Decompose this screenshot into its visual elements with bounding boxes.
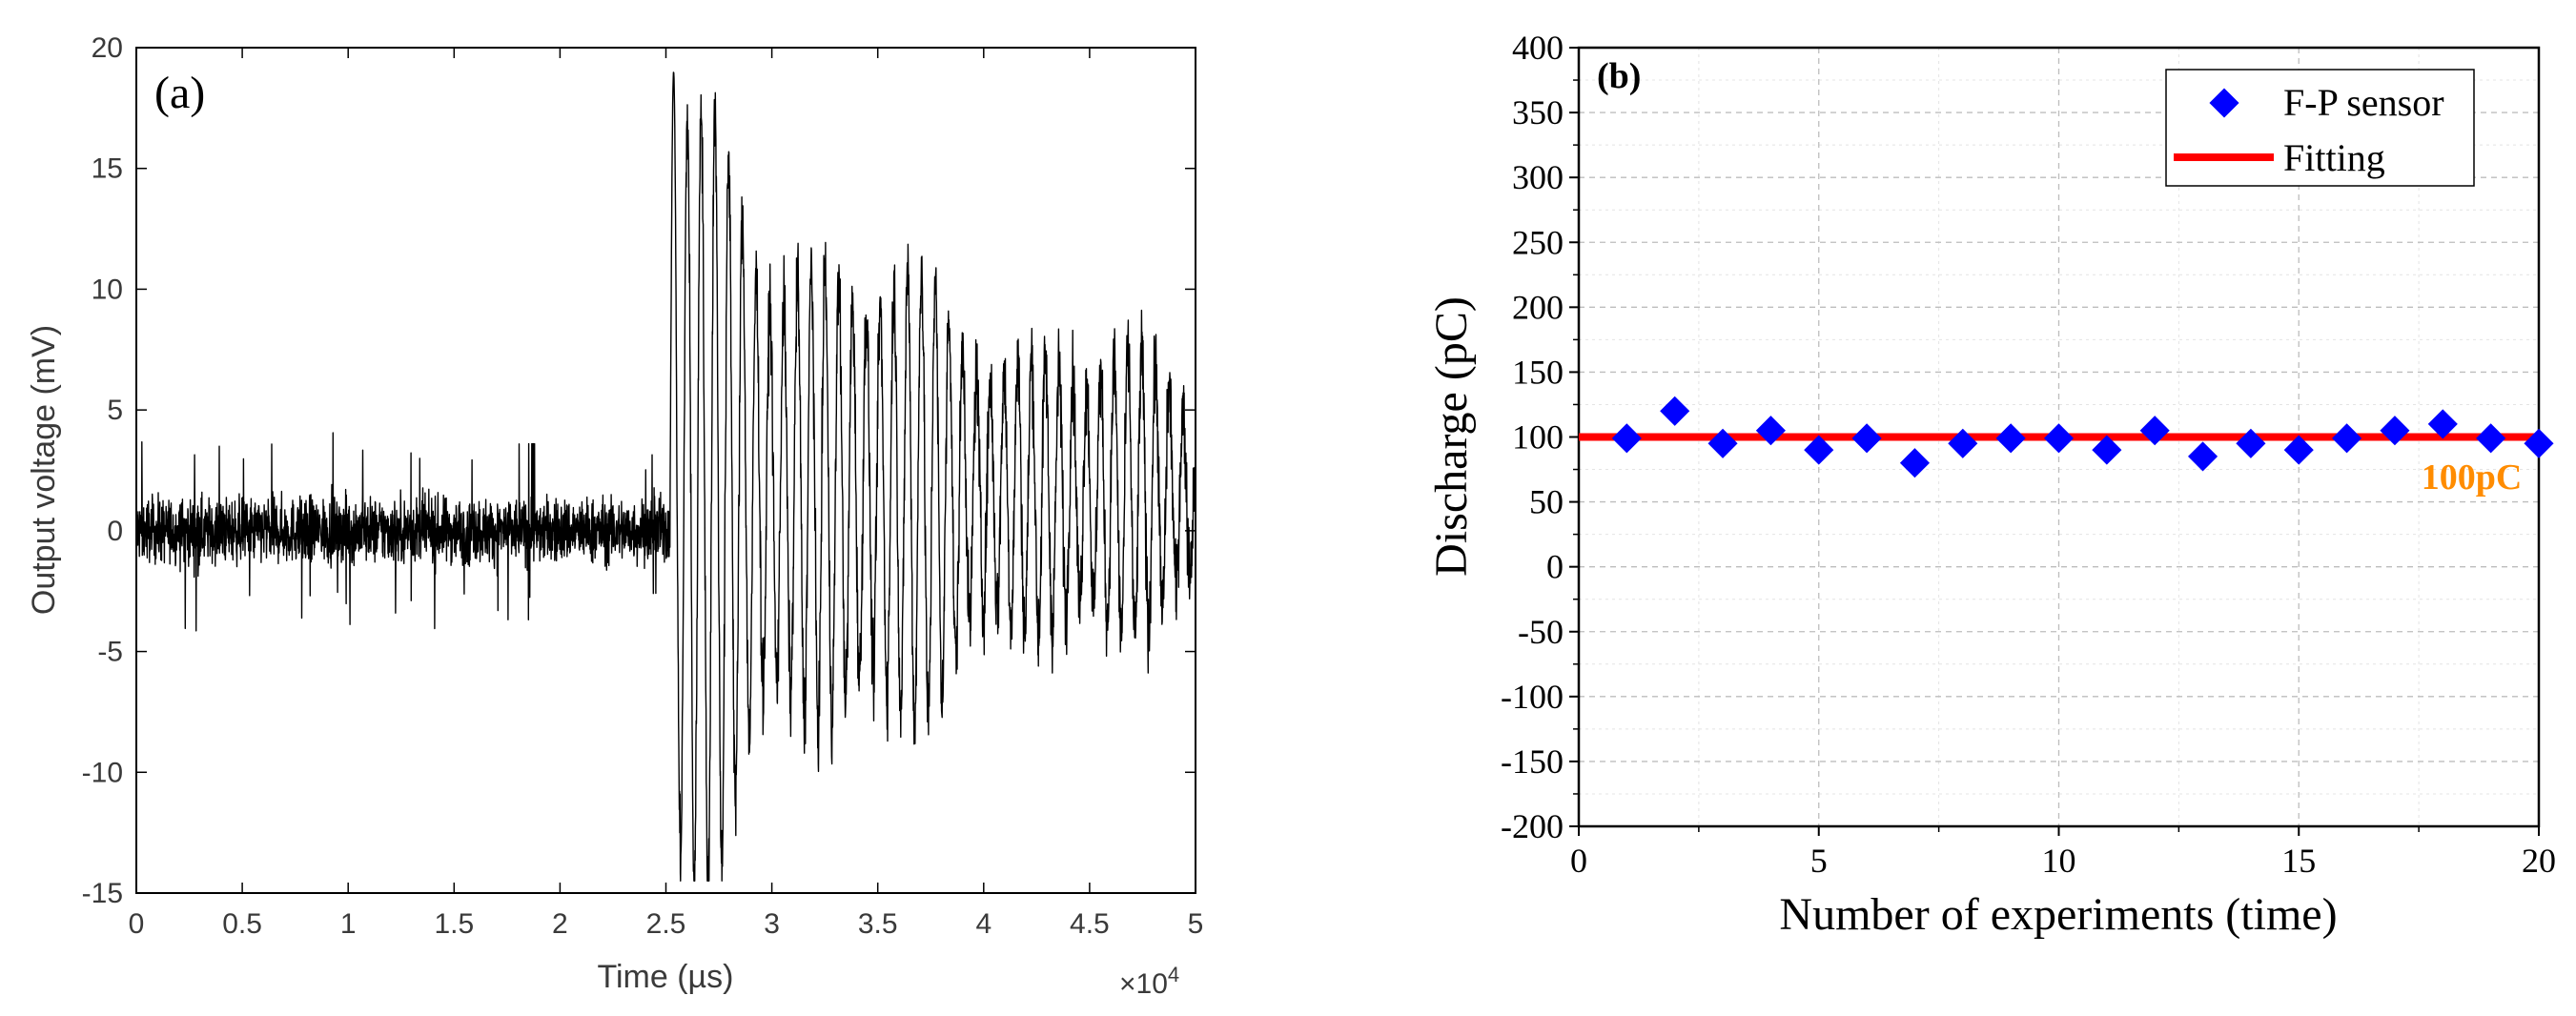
- chart-a-y-axis-label: Output voltage (mV): [26, 325, 62, 615]
- chart-b-data-point: [2332, 423, 2362, 454]
- chart-b-xtick-label: 20: [2522, 842, 2556, 880]
- chart-b-y-axis-label: Discharge (pC): [1426, 296, 1477, 577]
- chart-a-xtick-label: 1.5: [434, 908, 474, 940]
- chart-a-xtick-label: 3.5: [858, 908, 898, 940]
- chart-a-ytick-label: -5: [97, 637, 123, 668]
- chart-b-ytick-label: 0: [1546, 548, 1564, 586]
- chart-a-ytick-label: -10: [82, 757, 123, 788]
- chart-b-ytick-label: -50: [1518, 613, 1564, 651]
- chart-b-ytick-label: 50: [1529, 483, 1564, 521]
- chart-b-ytick-label: 300: [1512, 158, 1564, 196]
- chart-a: 0 0.5 1 1.5 2 2.5 3 3.5 4 4.5 5 -15 -10 -5 0 5 10 15 20 (a…: [26, 32, 1203, 1000]
- chart-b-panel-label: (b): [1597, 56, 1641, 96]
- legend-box: [2165, 69, 2475, 187]
- chart-a-xtick-label: 2.5: [646, 908, 686, 940]
- chart-a-xtick-label: 5: [1188, 908, 1204, 940]
- chart-a-x-multiplier: ×104: [1119, 963, 1179, 1000]
- chart-a-ytick-label: 0: [107, 516, 123, 547]
- chart-b-data-point: [2283, 435, 2314, 465]
- chart-b-data-point: [2524, 428, 2554, 458]
- chart-a-xtick-label: 0.5: [222, 908, 262, 940]
- chart-b-ytick-label: 150: [1512, 353, 1564, 391]
- chart-b-data-point: [2236, 428, 2266, 458]
- chart-b-ytick-label: 250: [1512, 223, 1564, 261]
- chart-b-data-point: [2139, 416, 2170, 446]
- chart-b-tick-labels: 0 5 10 15 20 -200 -150 -100 -50 0 50 100 150 200 250 30…: [1501, 29, 2556, 880]
- chart-b-ticks: [1569, 47, 2540, 836]
- chart-a-ytick-label: 5: [107, 395, 123, 426]
- chart-b-data-point: [2380, 416, 2410, 446]
- chart-b-data-point: [1948, 428, 1978, 458]
- chart-b-ytick-label: 350: [1512, 93, 1564, 132]
- chart-b-legend: F-P sensor Fitting: [2165, 69, 2475, 187]
- chart-a-ytick-label: 15: [92, 153, 123, 185]
- chart-a-xtick-label: 3: [764, 908, 780, 940]
- chart-a-panel-label: (a): [154, 68, 205, 118]
- chart-a-xtick-label: 1: [340, 908, 357, 940]
- chart-a-signal-line: [135, 71, 1196, 882]
- chart-b-ytick-label: -100: [1501, 678, 1564, 716]
- chart-b-data-point: [2476, 423, 2506, 454]
- legend-label-fitting: Fitting: [2283, 136, 2385, 179]
- chart-b-data-point: [2043, 423, 2075, 454]
- chart-a-ytick-label: 10: [92, 274, 123, 305]
- chart-b-ytick-label: -150: [1501, 742, 1564, 781]
- chart-a-xtick-label: 4.5: [1070, 908, 1110, 940]
- chart-b: 0 5 10 15 20 -200 -150 -100 -50 0 50 100 150 200 250 30…: [1426, 29, 2556, 940]
- chart-a-x-axis-label: Time (µs): [598, 959, 734, 995]
- chart-a-xtick-label: 4: [975, 908, 992, 940]
- chart-a-tick-labels: 0 0.5 1 1.5 2 2.5 3 3.5 4 4.5 5 -15 -10 -5 0 5 10 15 20: [82, 32, 1204, 940]
- chart-b-data-point: [1995, 423, 2026, 454]
- chart-b-xtick-label: 0: [1570, 842, 1587, 880]
- chart-a-x-multiplier-exp: 4: [1168, 963, 1179, 986]
- legend-marker-fp-sensor: [2209, 88, 2239, 118]
- chart-b-xtick-label: 5: [1810, 842, 1828, 880]
- chart-b-ytick-label: 400: [1512, 29, 1564, 67]
- chart-b-ytick-label: -200: [1501, 807, 1564, 845]
- chart-b-data-point: [2092, 435, 2122, 465]
- chart-b-data-point: [2427, 409, 2458, 439]
- chart-a-ytick-label: -15: [82, 878, 123, 909]
- chart-b-xtick-label: 15: [2281, 842, 2316, 880]
- chart-a-xtick-label: 2: [552, 908, 568, 940]
- chart-b-ytick-label: 100: [1512, 418, 1564, 457]
- chart-a-ticks: [135, 47, 1196, 894]
- chart-a-ytick-label: 20: [92, 32, 123, 64]
- chart-b-x-axis-label: Number of experiments (time): [1779, 889, 2337, 940]
- chart-b-annotation-100pc: 100pC: [2422, 457, 2523, 498]
- chart-a-xtick-label: 0: [129, 908, 145, 940]
- chart-b-ytick-label: 200: [1512, 288, 1564, 326]
- chart-b-data-point: [2187, 441, 2218, 472]
- legend-label-fp-sensor: F-P sensor: [2283, 81, 2444, 124]
- chart-b-xtick-label: 10: [2042, 842, 2076, 880]
- chart-a-x-multiplier-base: ×10: [1119, 968, 1168, 1000]
- chart-a-plot-area: [135, 47, 1196, 894]
